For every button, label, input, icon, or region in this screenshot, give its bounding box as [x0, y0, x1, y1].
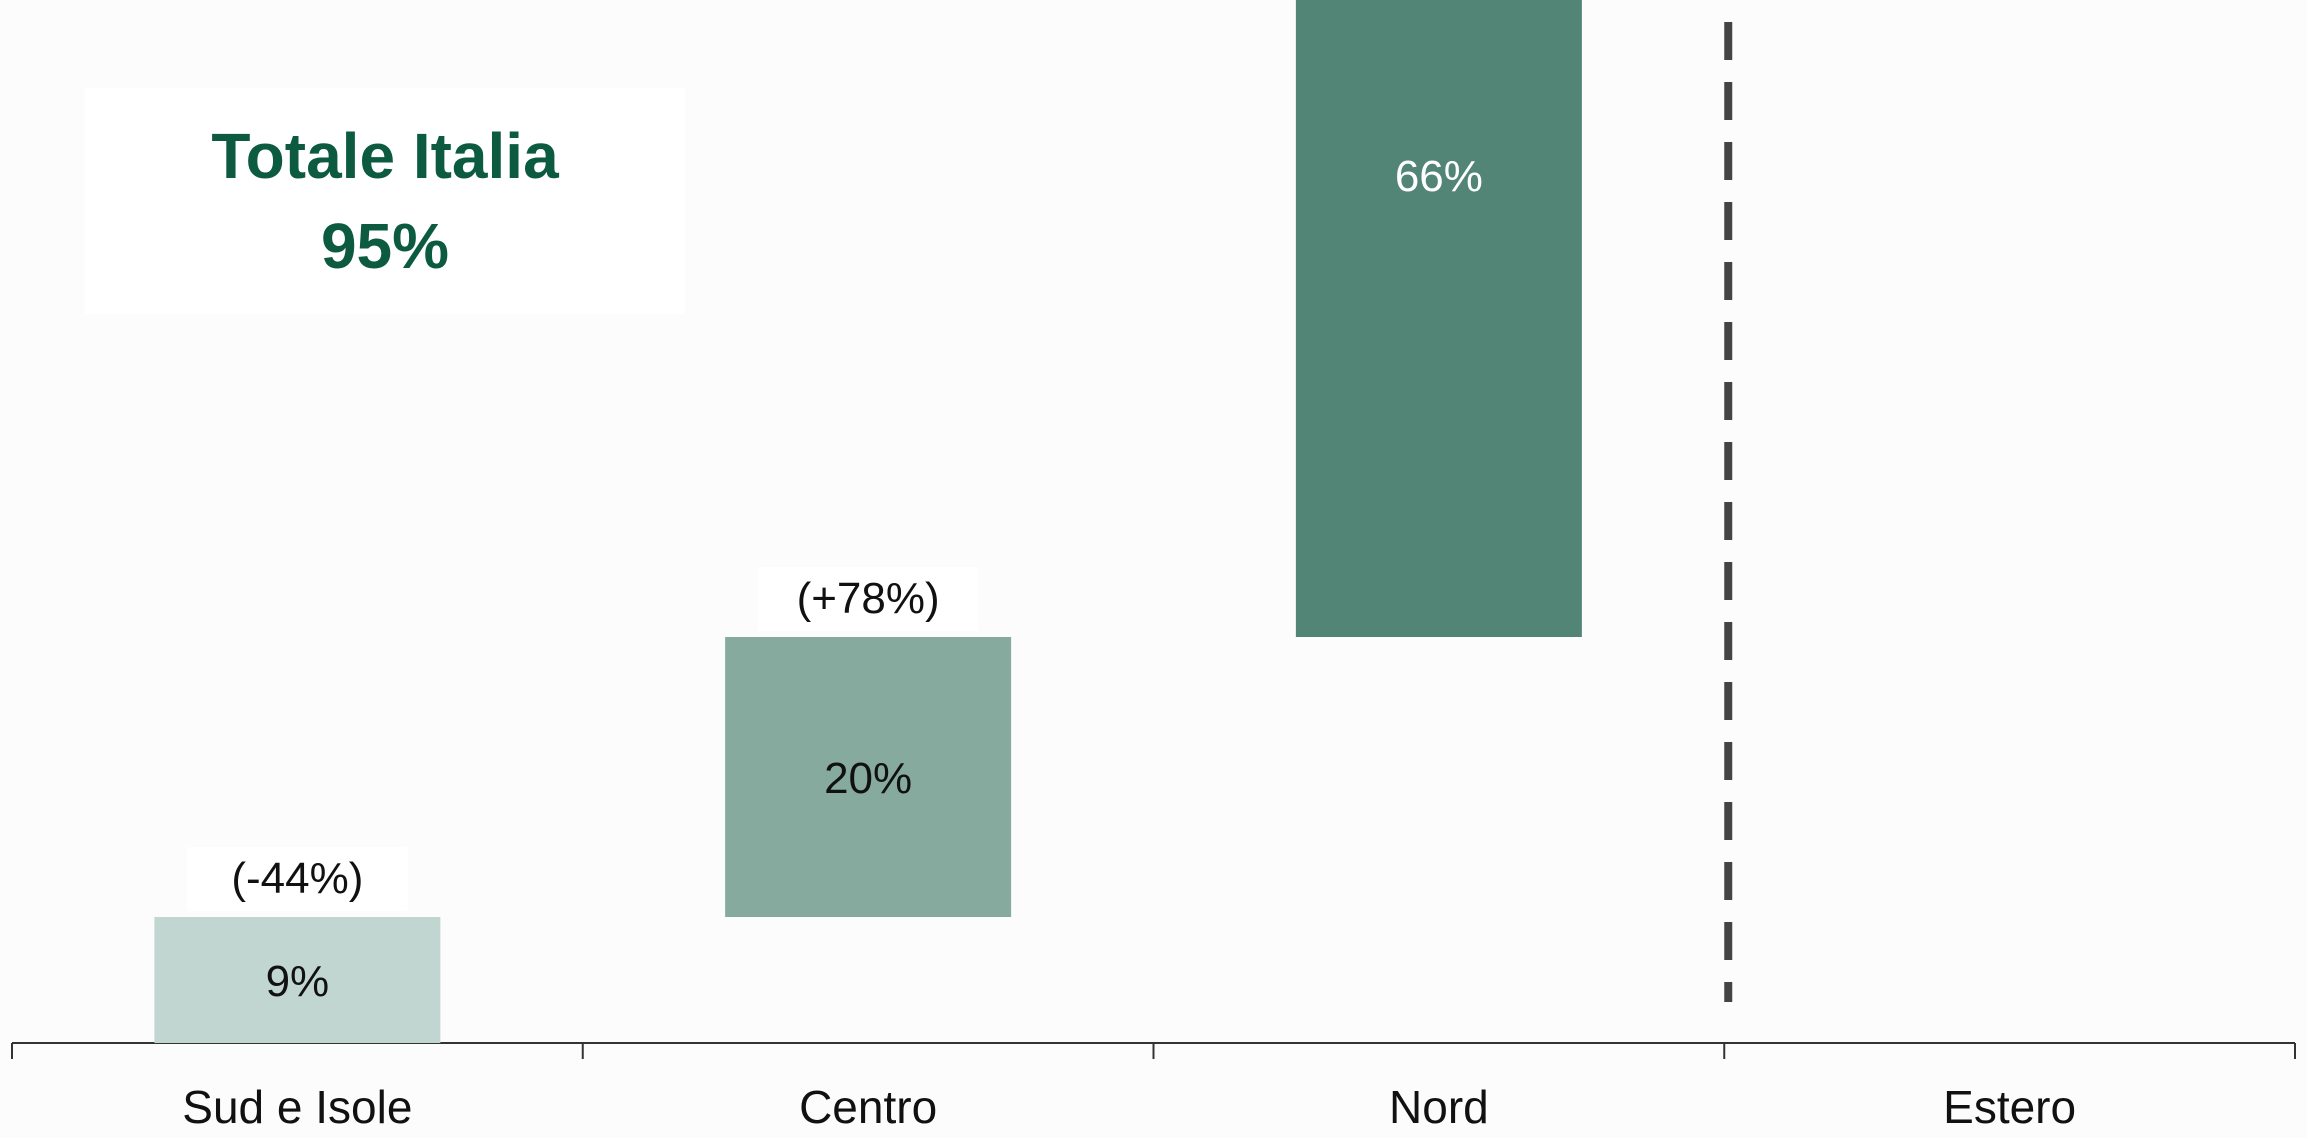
bar-value-label: 20% — [824, 754, 912, 803]
summary-label: Totale Italia — [211, 120, 559, 192]
change-label: (-44%) — [231, 854, 363, 903]
change-label: (+78%) — [797, 574, 940, 623]
x-tick-label: Sud e Isole — [182, 1081, 412, 1133]
change-label-backdrop — [187, 847, 408, 911]
bar — [725, 637, 1012, 917]
summary-value: 95% — [320, 210, 450, 282]
change-label-backdrop — [758, 567, 979, 631]
x-tick-label: Centro — [799, 1081, 937, 1133]
x-tick-label: Nord — [1389, 1081, 1489, 1133]
bar — [1295, 0, 1582, 637]
summary-box: Totale Italia 95% — [85, 88, 685, 314]
bar-value-label: 66% — [1395, 152, 1483, 201]
bar — [154, 917, 441, 1043]
x-tick-label: Estero — [1943, 1081, 2076, 1133]
bar-value-label: 9% — [266, 957, 330, 1006]
